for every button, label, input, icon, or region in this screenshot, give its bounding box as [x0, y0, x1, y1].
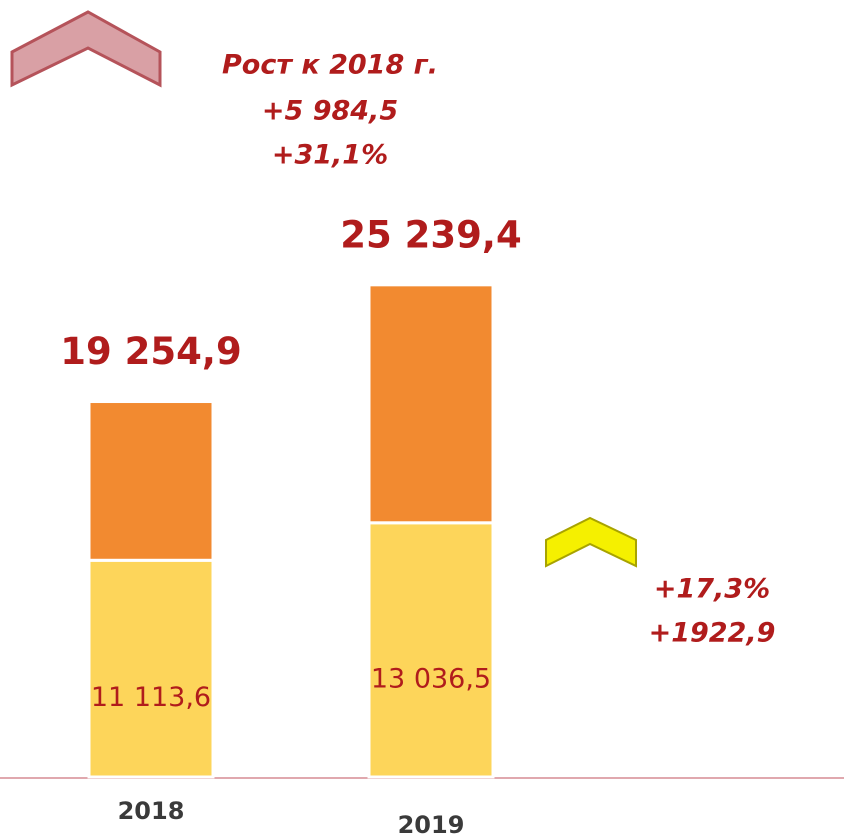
segment-label: 11 113,6 [91, 682, 211, 713]
annotation: +31,1% [272, 140, 388, 171]
total-label: 19 254,9 [60, 330, 241, 373]
bar-segment [87, 558, 215, 779]
growth-arrow [545, 516, 637, 568]
annotation: +17,3% [654, 574, 770, 605]
x-tick-label: 2019 [398, 811, 465, 836]
bar-segment [87, 400, 215, 562]
bar-segment [367, 283, 495, 525]
x-tick-label: 2018 [118, 797, 185, 825]
annotation: Рост к 2018 г. [222, 50, 438, 81]
annotation: +1922,9 [649, 618, 776, 649]
annotation: +5 984,5 [262, 96, 398, 127]
bar-segment [367, 521, 495, 779]
growth-arrow [10, 10, 162, 88]
segment-label: 13 036,5 [371, 663, 491, 694]
total-label: 25 239,4 [340, 213, 521, 256]
